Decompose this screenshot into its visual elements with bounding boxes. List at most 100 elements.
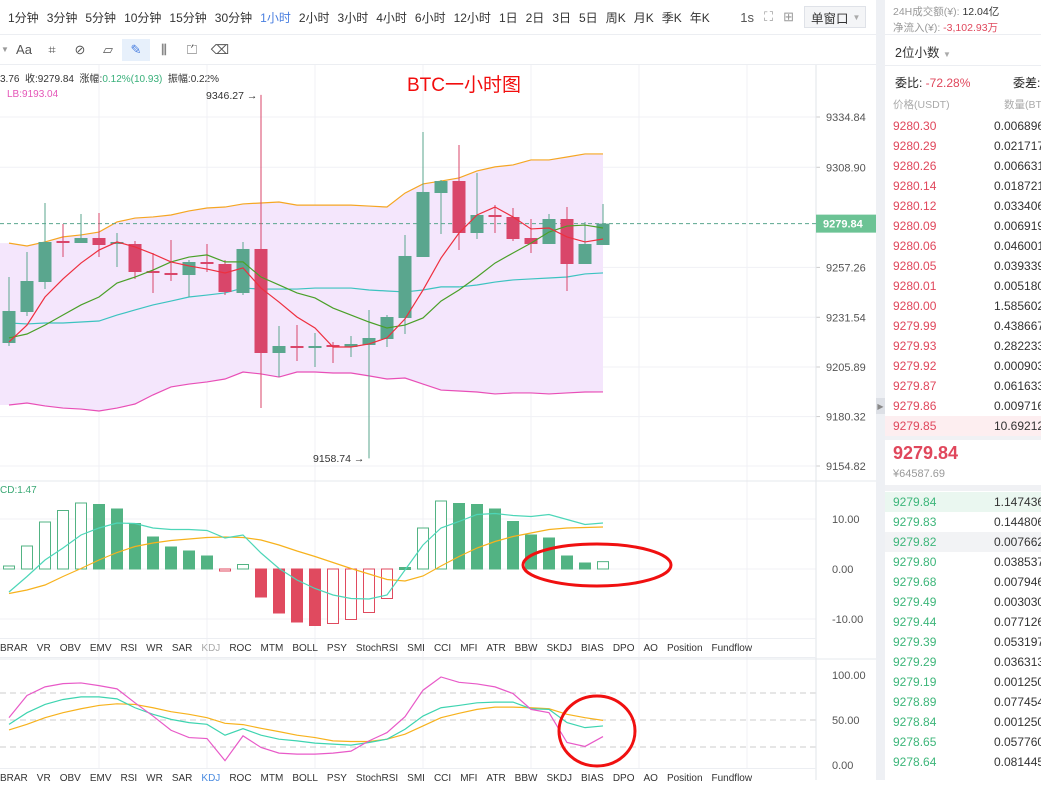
indicator-tab-fundflow[interactable]: Fundflow (711, 773, 753, 784)
indicator-tab-psy[interactable]: PSY (326, 773, 347, 784)
ask-row[interactable]: 9280.26 0.006631 (885, 156, 1041, 176)
fullscreen-icon[interactable]: ⛶ (763, 9, 774, 24)
bid-row[interactable]: 9279.83 0.144806 (885, 512, 1041, 532)
link-tool-icon[interactable]: ⊘ (74, 41, 86, 57)
indicator-tab-roc[interactable]: ROC (229, 773, 252, 784)
timeframe-11[interactable]: 12小时 (453, 10, 491, 25)
indicator-tab-emv[interactable]: EMV (89, 773, 112, 784)
ask-row[interactable]: 9279.92 0.000903 (885, 356, 1041, 376)
timeframe-16[interactable]: 周K (605, 10, 626, 25)
bid-row[interactable]: 9279.44 0.077126 (885, 612, 1041, 632)
timeframe-17[interactable]: 月K (633, 10, 654, 25)
decimals-select[interactable]: 2位小数 ▼ (895, 42, 951, 61)
bid-row[interactable]: 9279.29 0.036313 (885, 652, 1041, 672)
indicator-tab-roc[interactable]: ROC (229, 642, 252, 654)
bid-row[interactable]: 9279.49 0.003030 (885, 592, 1041, 612)
indicator-tab-stochrsi[interactable]: StochRSI (355, 773, 399, 784)
timeframe-5[interactable]: 30分钟 (214, 10, 253, 25)
indicator-tab-kdj[interactable]: KDJ (201, 642, 221, 654)
window-mode-select[interactable]: 单窗口 ▼ (804, 6, 866, 28)
ask-row[interactable]: 9279.86 0.009716 (885, 396, 1041, 416)
ask-row[interactable]: 9280.00 1.585602 (885, 296, 1041, 316)
chart-canvas[interactable]: 9334.84 9308.90 9257.26 9231.54 9205.89 9180.… (0, 0, 876, 780)
timeframe-4[interactable]: 15分钟 (169, 10, 207, 25)
indicator-tab-vr[interactable]: VR (36, 773, 51, 784)
timeframe-19[interactable]: 年K (689, 10, 710, 25)
indicator-tab-cci[interactable]: CCI (433, 773, 452, 784)
ask-row[interactable]: 9279.99 0.438667 (885, 316, 1041, 336)
text-tool-icon[interactable]: Aa (16, 42, 32, 57)
ask-row[interactable]: 9280.05 0.039339 (885, 256, 1041, 276)
indicator-tab-bbw[interactable]: BBW (514, 773, 538, 784)
timeframe-3[interactable]: 10分钟 (124, 10, 162, 25)
collapse-icon[interactable]: ▼ (1, 45, 9, 54)
ask-row[interactable]: 9279.93 0.282233 (885, 336, 1041, 356)
bid-row[interactable]: 9279.68 0.007946 (885, 572, 1041, 592)
collapse-panel-arrow-icon[interactable]: ▶ (876, 398, 885, 414)
bid-row[interactable]: 9279.82 0.007662 (885, 532, 1041, 552)
lock-tool-icon[interactable]: ⏍ (187, 41, 197, 57)
indicator-tab-atr[interactable]: ATR (486, 642, 506, 654)
indicator-tab-rsi[interactable]: RSI (120, 773, 138, 784)
indicator-tab-dpo[interactable]: DPO (612, 642, 635, 654)
ask-row[interactable]: 9280.12 0.033406 (885, 196, 1041, 216)
indicator-tab-obv[interactable]: OBV (59, 642, 81, 654)
bid-row[interactable]: 9278.84 0.001250 (885, 712, 1041, 732)
indicator-tab-stochrsi[interactable]: StochRSI (355, 642, 399, 654)
trash-icon[interactable]: ⌫ (210, 41, 230, 57)
ask-row[interactable]: 9280.09 0.006919 (885, 216, 1041, 236)
timeframe-9[interactable]: 4小时 (376, 10, 407, 25)
indicator-tab-rsi[interactable]: RSI (120, 642, 138, 654)
indicator-tab-mtm[interactable]: MTM (260, 773, 284, 784)
indicator-tab-smi[interactable]: SMI (407, 642, 425, 654)
indicator-tab-bbw[interactable]: BBW (514, 642, 538, 654)
timeframe-8[interactable]: 3小时 (337, 10, 369, 25)
indicator-tab-ao[interactable]: AO (643, 773, 658, 784)
indicator-tab-brar[interactable]: BRAR (0, 642, 28, 654)
bid-row[interactable]: 9279.84 1.147436 (885, 492, 1041, 512)
indicator-tab-boll[interactable]: BOLL (292, 642, 318, 654)
indicator-tab-position[interactable]: Position (666, 642, 703, 654)
indicator-tab-position[interactable]: Position (666, 773, 703, 784)
indicator-tab-vr[interactable]: VR (36, 642, 51, 654)
timeframe-0[interactable]: 1分钟 (8, 10, 39, 25)
bid-row[interactable]: 9278.65 0.057760 (885, 732, 1041, 752)
indicator-tab-smi[interactable]: SMI (407, 773, 425, 784)
indicator-tab-bias[interactable]: BIAS (581, 642, 604, 654)
indicator-tab-wr[interactable]: WR (146, 773, 163, 784)
bid-row[interactable]: 9279.39 0.053197 (885, 632, 1041, 652)
indicator-tab-mtm[interactable]: MTM (260, 642, 284, 654)
indicator-tab-skdj[interactable]: SKDJ (546, 773, 573, 784)
measure-tool-icon[interactable]: ⌗ (48, 41, 56, 57)
indicator-tab-cci[interactable]: CCI (433, 642, 452, 654)
indicator-tab-wr[interactable]: WR (146, 642, 163, 654)
bid-row[interactable]: 9278.64 0.081445 (885, 752, 1041, 772)
timeframe-12[interactable]: 1日 (498, 10, 518, 25)
brush-tool-icon[interactable]: ✎ (122, 38, 150, 61)
timeframe-10[interactable]: 6小时 (414, 10, 446, 25)
indicator-tab-bias[interactable]: BIAS (581, 773, 604, 784)
indicator-tab-kdj[interactable]: KDJ (201, 773, 221, 784)
bid-row[interactable]: 9278.89 0.077454 (885, 692, 1041, 712)
add-window-icon[interactable]: ⊞ (783, 9, 794, 24)
indicator-tab-atr[interactable]: ATR (486, 773, 506, 784)
indicator-tab-obv[interactable]: OBV (59, 773, 81, 784)
timeframe-15[interactable]: 5日 (579, 10, 598, 25)
timeframe-14[interactable]: 3日 (552, 10, 571, 25)
ask-row[interactable]: 9280.01 0.005180 (885, 276, 1041, 296)
bid-row[interactable]: 9279.80 0.038537 (885, 552, 1041, 572)
indicator-tab-sar[interactable]: SAR (171, 773, 193, 784)
candles-tool-icon[interactable]: ⫼ (161, 41, 167, 57)
timeframe-18[interactable]: 季K (661, 10, 682, 25)
indicator-tab-mfi[interactable]: MFI (460, 773, 478, 784)
ask-row[interactable]: 9280.30 0.006896 (885, 116, 1041, 136)
timeframe-1[interactable]: 3分钟 (46, 10, 78, 25)
ask-row[interactable]: 9279.87 0.061633 (885, 376, 1041, 396)
ask-row[interactable]: 9280.29 0.021717 (885, 136, 1041, 156)
timeframe-2[interactable]: 5分钟 (85, 10, 117, 25)
indicator-tab-emv[interactable]: EMV (89, 642, 112, 654)
timeframe-7[interactable]: 2小时 (298, 10, 330, 25)
indicator-tab-sar[interactable]: SAR (171, 642, 193, 654)
bid-row[interactable]: 9279.19 0.001250 (885, 672, 1041, 692)
ruler-tool-icon[interactable]: ▱ (103, 41, 113, 57)
